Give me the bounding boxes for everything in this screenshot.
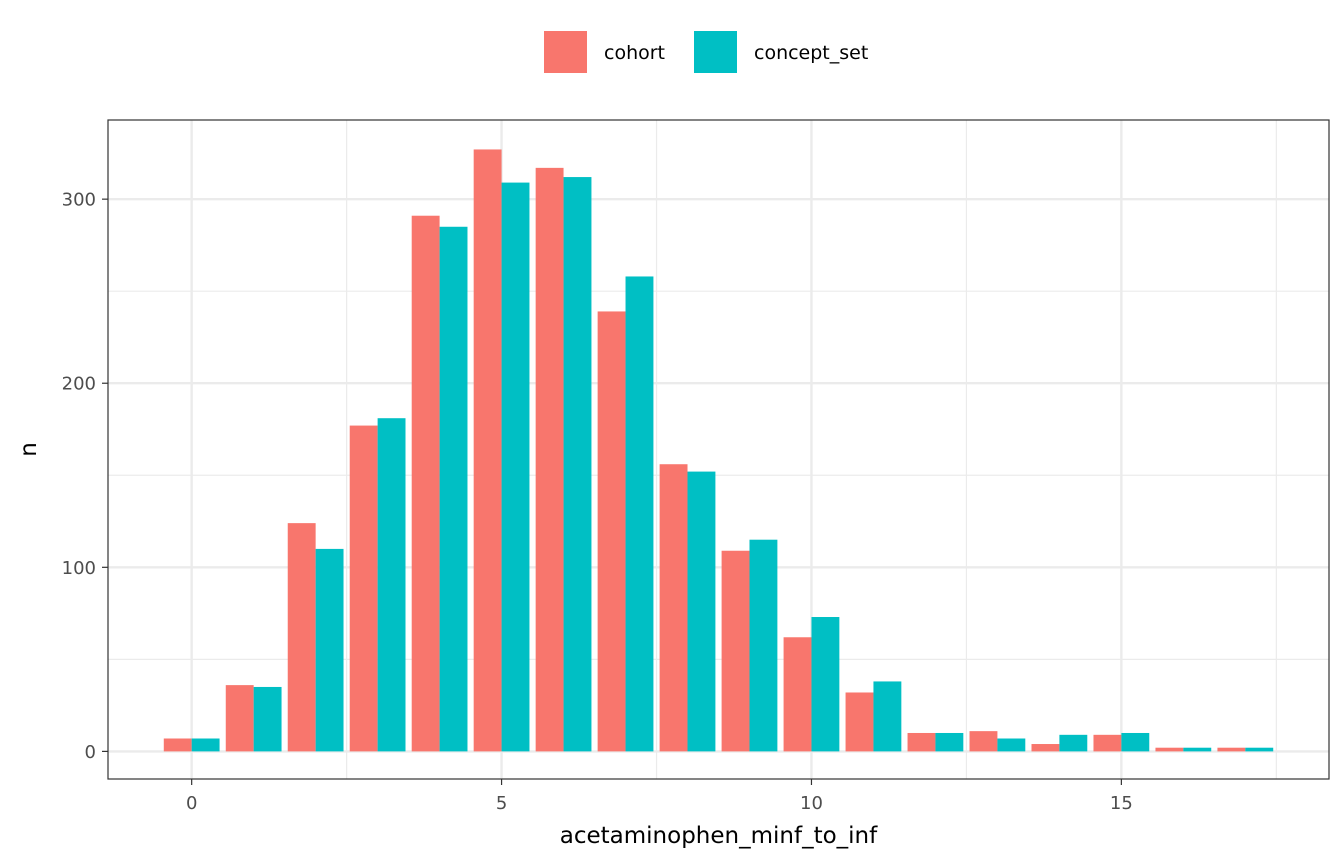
bar-concept_set-9 [749,539,778,752]
bar-concept_set-5 [501,182,530,752]
bar-cohort-1 [225,685,254,752]
bar-concept_set-11 [873,681,902,752]
x-tick-label: 15 [1110,793,1133,814]
bar-concept_set-2 [315,548,344,752]
bar-cohort-5 [473,149,502,752]
bar-cohort-10 [783,637,812,752]
bar-cohort-0 [163,738,192,752]
y-tick-label: 200 [62,374,96,395]
bar-cohort-16 [1155,747,1184,752]
x-axis-title: acetaminophen_minf_to_inf [560,823,878,849]
bar-concept_set-17 [1245,747,1274,752]
bar-concept_set-16 [1183,747,1212,752]
y-axis-ticks: 0 100 200 300 [62,190,108,763]
bar-concept_set-0 [191,738,220,752]
bar-cohort-14 [1031,744,1060,752]
bar-concept_set-12 [935,732,964,752]
bar-cohort-7 [597,311,626,752]
bar-concept_set-8 [687,471,716,752]
bar-cohort-8 [659,464,688,752]
bar-cohort-2 [287,523,316,752]
y-axis-title: n [16,442,42,457]
bar-cohort-6 [535,167,564,752]
bar-concept_set-15 [1121,732,1150,752]
y-tick-label: 300 [62,190,96,211]
bar-concept_set-6 [563,177,592,752]
bar-concept_set-1 [253,686,282,752]
panel-border [107,119,1330,780]
x-tick-label: 0 [186,793,197,814]
x-tick-label: 5 [496,793,507,814]
x-tick-label: 10 [800,793,823,814]
bar-cohort-15 [1093,734,1122,752]
bars [163,149,1274,752]
bar-cohort-9 [721,550,750,752]
legend: cohort concept_set [544,31,868,73]
bar-cohort-17 [1217,747,1246,752]
legend-label-cohort: cohort [604,42,665,64]
y-tick-label: 100 [62,558,96,579]
bar-cohort-12 [907,732,936,752]
bar-concept_set-10 [811,617,840,752]
bar-concept_set-7 [625,276,654,752]
bar-concept_set-4 [439,226,468,752]
bar-concept_set-3 [377,418,406,752]
bar-concept_set-14 [1059,734,1088,752]
y-tick-label: 0 [85,742,96,763]
legend-label-concept_set: concept_set [754,42,868,64]
bar-concept_set-13 [997,738,1026,752]
x-axis-ticks: 0 5 10 15 [186,779,1133,814]
bar-cohort-4 [411,215,440,752]
legend-key-cohort [544,31,587,73]
bar-cohort-13 [969,731,998,752]
bar-cohort-3 [349,425,378,752]
legend-key-concept_set [694,31,737,73]
bar-cohort-11 [845,692,874,752]
